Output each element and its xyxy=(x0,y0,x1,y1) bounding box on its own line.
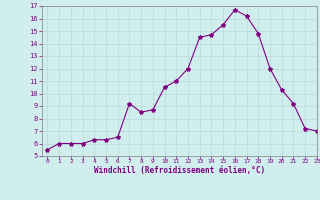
X-axis label: Windchill (Refroidissement éolien,°C): Windchill (Refroidissement éolien,°C) xyxy=(94,166,265,175)
